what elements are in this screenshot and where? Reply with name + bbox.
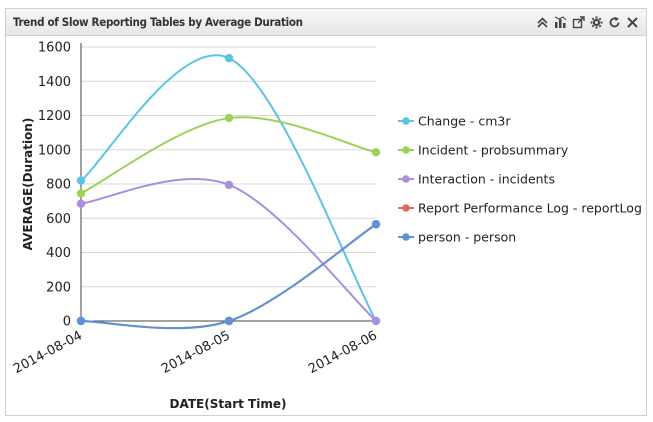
legend-swatch-marker: [402, 117, 410, 125]
series-line: [80, 178, 377, 322]
x-tick-label: 2014-08-05: [159, 328, 233, 377]
data-point: [224, 316, 234, 326]
x-axis-title: DATE(Start Time): [170, 397, 287, 411]
legend-swatch-marker: [402, 204, 410, 212]
data-point: [76, 189, 86, 198]
series-line: [80, 223, 377, 330]
data-point: [371, 220, 381, 229]
chart-type-icon[interactable]: [553, 13, 568, 31]
data-point: [371, 316, 381, 326]
y-tick-label: 0: [63, 315, 71, 330]
widget-title: Trend of Slow Reporting Tables by Averag…: [13, 15, 303, 29]
legend-label: Interaction - incidents: [418, 172, 555, 187]
legend-label: Change - cm3r: [418, 114, 511, 129]
legend-label: Incident - probsummary: [418, 143, 569, 158]
data-point: [224, 53, 234, 63]
y-tick-label: 1000: [38, 143, 71, 158]
data-point: [224, 113, 234, 123]
y-tick-label: 1200: [38, 109, 71, 124]
chart-widget: Trend of Slow Reporting Tables by Averag…: [5, 8, 647, 416]
data-point: [76, 316, 86, 326]
y-tick-label: 200: [46, 280, 71, 295]
y-tick-label: 800: [46, 178, 71, 193]
data-point: [76, 199, 86, 208]
y-tick-label: 400: [46, 246, 71, 261]
popout-icon[interactable]: [571, 13, 586, 31]
y-tick-label: 1600: [38, 41, 71, 56]
series-line: [80, 223, 377, 330]
widget-toolbar: [535, 13, 640, 31]
legend-label: Report Performance Log - reportLog: [418, 201, 642, 216]
legend-label: person - person: [418, 230, 516, 245]
y-tick-label: 1400: [38, 75, 71, 90]
x-tick-label: 2014-08-06: [306, 328, 380, 377]
legend-swatch-marker: [402, 175, 410, 183]
x-tick-label: 2014-08-04: [11, 328, 85, 377]
collapse-icon[interactable]: [535, 13, 550, 31]
refresh-icon[interactable]: [607, 13, 622, 31]
data-point: [224, 180, 234, 190]
legend-swatch-marker: [402, 146, 410, 154]
legend-swatch-marker: [402, 233, 410, 241]
close-icon[interactable]: [625, 13, 640, 31]
y-axis-title: AVERAGE(Duration): [21, 118, 35, 251]
data-point: [76, 176, 86, 185]
settings-icon[interactable]: [589, 13, 604, 31]
y-tick-label: 600: [46, 212, 71, 227]
data-point: [371, 148, 381, 157]
widget-header: Trend of Slow Reporting Tables by Averag…: [6, 9, 646, 36]
